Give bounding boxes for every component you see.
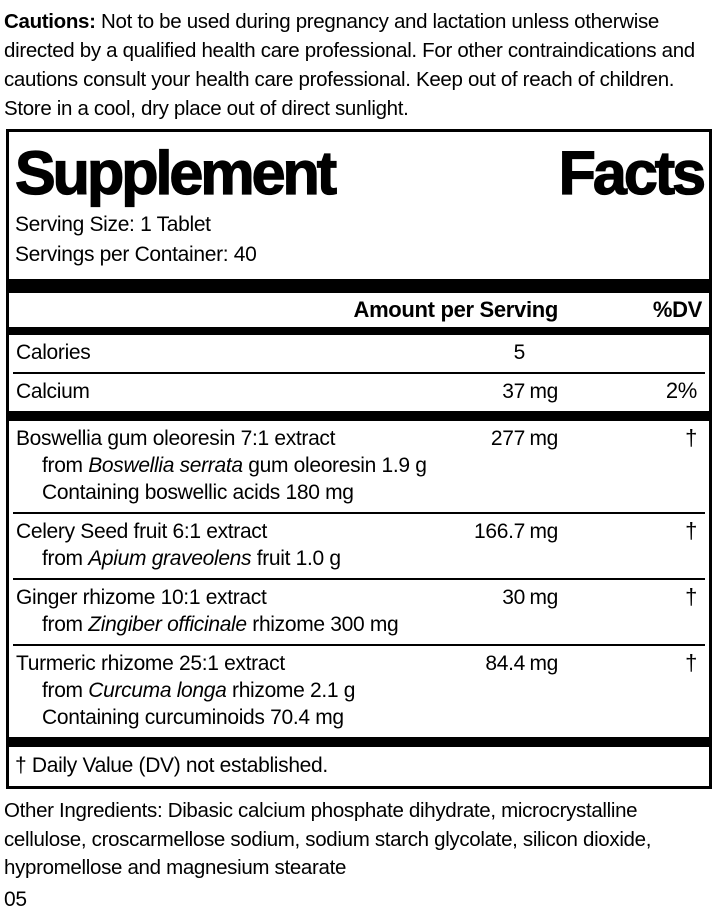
column-headers: Amount per Serving %DV bbox=[13, 293, 705, 327]
sub-ingredient-text: from bbox=[42, 679, 89, 702]
sub-ingredient-line: Containing curcuminoids 70.4 mg bbox=[13, 704, 705, 731]
other-ingredients: Other Ingredients: Dibasic calcium phosp… bbox=[4, 799, 652, 879]
sub-ingredient-line: from Curcuma longa rhizome 2.1 g bbox=[13, 677, 705, 704]
nutrient-row-main: Turmeric rhizome 25:1 extract 84.4 mg † bbox=[13, 650, 705, 677]
botanical-name: Zingiber officinale bbox=[88, 613, 247, 636]
dv-value: † bbox=[685, 425, 697, 450]
dv-value: † bbox=[685, 650, 697, 675]
servings-per-container: Servings per Container: 40 bbox=[15, 243, 257, 266]
amount-value: 277 bbox=[490, 427, 525, 450]
amount-value: 37 bbox=[502, 380, 525, 403]
nutrient-row: Celery Seed fruit 6:1 extract 166.7 mg † fro… bbox=[13, 512, 705, 578]
sub-ingredient-line: Containing boswellic acids 180 mg bbox=[13, 479, 705, 506]
dv-value: 2% bbox=[665, 378, 697, 403]
dv-value: † bbox=[685, 584, 697, 609]
amount-per-serving: 166.7 mg bbox=[474, 518, 558, 545]
amount-unit: mg bbox=[529, 586, 558, 609]
nutrient-name: Boswellia gum oleoresin 7:1 extract bbox=[16, 427, 336, 450]
cautions-text: Cautions: Not to be used during pregnanc… bbox=[4, 7, 714, 123]
amount-unit: mg bbox=[529, 652, 558, 675]
nutrient-row: Ginger rhizome 10:1 extract 30 mg † from Zin… bbox=[13, 578, 705, 644]
nutrient-row-main: Celery Seed fruit 6:1 extract 166.7 mg † bbox=[13, 518, 705, 545]
nutrient-row: Calcium 37 mg 2% bbox=[13, 372, 705, 411]
divider-bar-header bbox=[9, 327, 709, 335]
sub-ingredient-text: Containing curcuminoids 70.4 mg bbox=[42, 706, 344, 729]
sub-ingredient-text: from bbox=[42, 454, 89, 477]
amount-per-serving: 30 mg bbox=[502, 584, 558, 611]
amount-unit: mg bbox=[529, 427, 558, 450]
amount-value: 30 bbox=[502, 586, 525, 609]
dv-value: † bbox=[685, 518, 697, 543]
footnote: † Daily Value (DV) not established. bbox=[15, 754, 328, 777]
nutrient-row-main: Calories 5 bbox=[13, 339, 705, 366]
botanical-name: Apium graveolens bbox=[88, 547, 252, 570]
botanical-name: Curcuma longa bbox=[88, 679, 227, 702]
panel-title: Supplement Facts bbox=[13, 132, 707, 210]
amount-per-serving: 37 mg bbox=[502, 378, 558, 405]
divider-bar-footnote bbox=[9, 737, 709, 747]
sub-ingredient-text: fruit 1.0 g bbox=[251, 547, 341, 570]
sub-ingredient-text: rhizome 2.1 g bbox=[226, 679, 356, 702]
botanical-name: Boswellia serrata bbox=[88, 454, 243, 477]
serving-size: Serving Size: 1 Tablet bbox=[15, 213, 211, 236]
page-number: 05 bbox=[4, 887, 27, 911]
nutrient-row: Turmeric rhizome 25:1 extract 84.4 mg † from… bbox=[13, 644, 705, 737]
amount-value: 166.7 bbox=[474, 520, 525, 543]
nutrient-name: Celery Seed fruit 6:1 extract bbox=[16, 520, 268, 543]
cautions-body: Not to be used during pregnancy and lact… bbox=[4, 10, 695, 120]
divider-bar-top bbox=[9, 279, 709, 293]
column-header-amount: Amount per Serving bbox=[353, 297, 559, 322]
amount-per-serving: 277 mg bbox=[491, 425, 558, 452]
nutrient-row-main: Ginger rhizome 10:1 extract 30 mg † bbox=[13, 584, 705, 611]
supplement-facts-panel: Supplement Facts Serving Size: 1 Tablet … bbox=[6, 129, 712, 789]
sub-ingredient-text: from bbox=[42, 613, 89, 636]
nutrient-row-main: Boswellia gum oleoresin 7:1 extract 277 mg… bbox=[13, 425, 705, 452]
amount-unit: mg bbox=[529, 520, 558, 543]
amount-value: 5 bbox=[513, 341, 526, 364]
sub-ingredient-line: from Boswellia serrata gum oleoresin 1.9… bbox=[13, 452, 705, 479]
sub-ingredient-text: from bbox=[42, 547, 89, 570]
amount-unit: mg bbox=[529, 380, 558, 403]
sub-ingredient-line: from Zingiber officinale rhizome 300 mg bbox=[13, 611, 705, 638]
nutrient-row: Boswellia gum oleoresin 7:1 extract 277 mg… bbox=[13, 421, 705, 512]
nutrient-row: Calories 5 bbox=[13, 335, 705, 372]
nutrient-name: Ginger rhizome 10:1 extract bbox=[16, 586, 267, 609]
panel-title-word-left: Supplement bbox=[14, 139, 337, 207]
nutrient-name: Calcium bbox=[16, 380, 90, 403]
cautions-label: Cautions: bbox=[4, 10, 96, 33]
section-divider-bar bbox=[9, 411, 709, 421]
sub-ingredient-line: from Apium graveolens fruit 1.0 g bbox=[13, 545, 705, 572]
sub-ingredient-text: gum oleoresin 1.9 g bbox=[242, 454, 427, 477]
column-header-dv: %DV bbox=[652, 297, 702, 322]
nutrient-name: Turmeric rhizome 25:1 extract bbox=[16, 652, 285, 675]
nutrient-row-main: Calcium 37 mg 2% bbox=[13, 378, 705, 405]
nutrient-name: Calories bbox=[16, 341, 91, 364]
amount-unit bbox=[525, 339, 558, 366]
panel-title-word-right: Facts bbox=[558, 139, 707, 207]
amount-value: 84.4 bbox=[485, 652, 525, 675]
amount-per-serving: 84.4 mg bbox=[485, 650, 558, 677]
sub-ingredient-text: rhizome 300 mg bbox=[246, 613, 399, 636]
nutrient-rows: Calories 5 Calcium 37 mg 2% Boswellia gum oleo… bbox=[9, 335, 709, 737]
amount-per-serving: 5 bbox=[514, 339, 558, 366]
sub-ingredient-text: Containing boswellic acids 180 mg bbox=[42, 481, 354, 504]
